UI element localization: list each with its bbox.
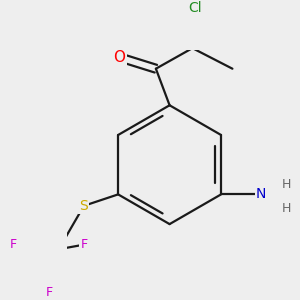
Text: Cl: Cl [188,1,202,15]
Text: F: F [80,238,87,251]
Text: O: O [113,50,125,65]
Text: H: H [281,178,291,190]
Text: H: H [281,202,291,214]
Text: S: S [80,199,88,213]
Text: F: F [46,286,53,299]
Text: N: N [256,188,266,201]
Text: F: F [10,238,16,251]
